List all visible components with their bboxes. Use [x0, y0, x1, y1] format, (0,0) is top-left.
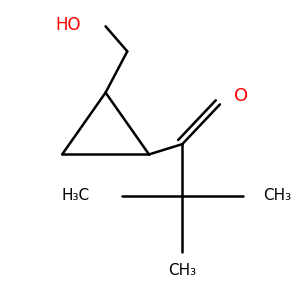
Text: HO: HO	[56, 16, 81, 34]
Text: CH₃: CH₃	[168, 263, 196, 278]
Text: H₃C: H₃C	[61, 188, 90, 203]
Text: O: O	[234, 86, 249, 104]
Text: CH₃: CH₃	[263, 188, 292, 203]
